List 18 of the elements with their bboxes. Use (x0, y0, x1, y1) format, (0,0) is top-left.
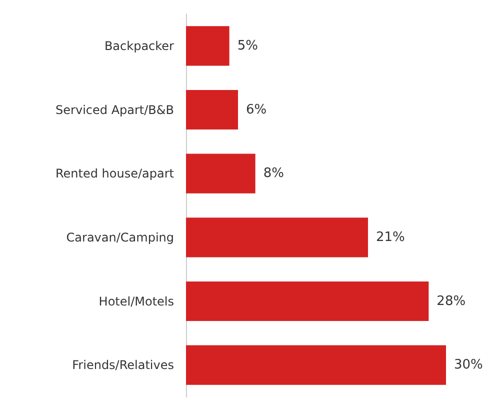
y-tick-label: Friends/Relatives (72, 358, 174, 372)
bar (186, 90, 238, 130)
bar (186, 154, 256, 194)
y-tick-label: Hotel/Motels (98, 294, 174, 308)
bar (186, 26, 230, 66)
bar (186, 345, 446, 385)
y-tick-label: Backpacker (104, 38, 174, 53)
data-label: 30% (454, 358, 483, 373)
bar (186, 281, 429, 322)
bar (186, 218, 368, 258)
y-tick-label: Serviced Apart/B&B (56, 102, 174, 117)
data-label: 21% (376, 230, 405, 245)
data-label: 5% (237, 38, 258, 54)
data-label: 8% (263, 166, 284, 182)
y-tick-label: Rented house/apart (56, 166, 174, 181)
y-tick-label: Caravan/Camping (66, 230, 174, 244)
data-label: 6% (246, 102, 267, 118)
data-label: 28% (436, 294, 466, 309)
